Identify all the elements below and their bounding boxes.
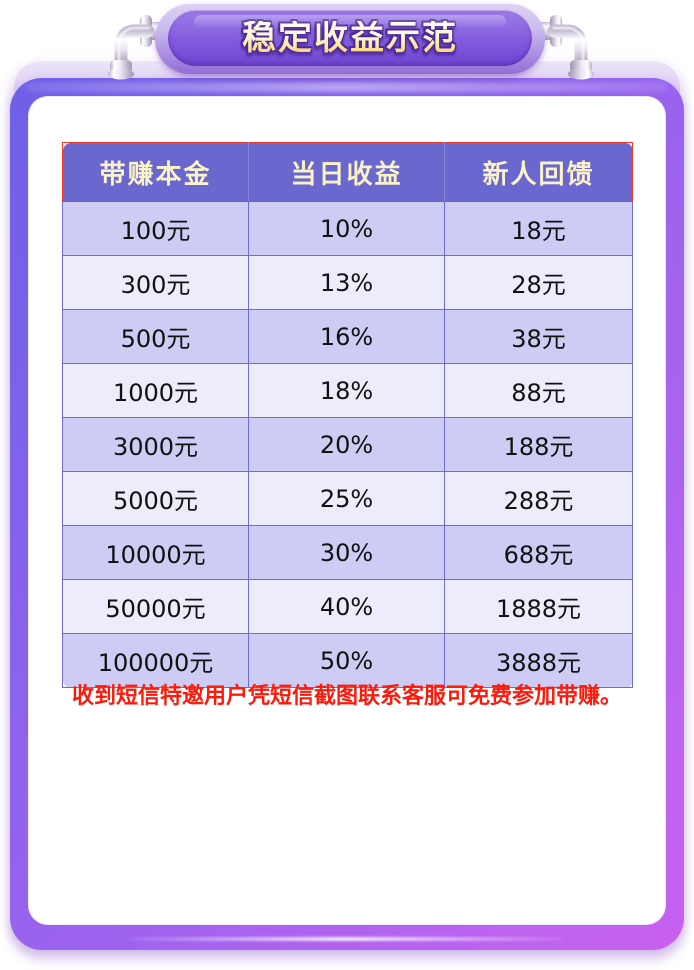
cell-principal: 1000元 [62,363,249,418]
cell-newcomer-bonus: 3888元 [444,633,633,688]
table-row: 10000元 30% 688元 [62,525,633,580]
earnings-table: 带赚本金 当日收益 新人回馈 100元 10% 18元 300元 13% 28元… [62,142,633,688]
table-row: 1000元 18% 88元 [62,363,633,418]
table-row: 100000元 50% 3888元 [62,633,633,688]
table-body: 100元 10% 18元 300元 13% 28元 500元 16% 38元 1… [62,201,633,688]
table-header-row: 带赚本金 当日收益 新人回馈 [62,142,633,202]
cell-daily-yield: 25% [248,471,445,526]
title-pill: 稳定收益示范 [168,10,532,66]
page-title: 稳定收益示范 [242,18,458,58]
cell-daily-yield: 18% [248,363,445,418]
cell-newcomer-bonus: 688元 [444,525,633,580]
cell-principal: 50000元 [62,579,249,634]
table-row: 5000元 25% 288元 [62,471,633,526]
cell-principal: 100000元 [62,633,249,688]
cell-newcomer-bonus: 88元 [444,363,633,418]
column-header-daily-yield: 当日收益 [248,142,445,202]
column-header-principal: 带赚本金 [62,142,249,202]
cell-newcomer-bonus: 38元 [444,309,633,364]
cell-daily-yield: 13% [248,255,445,310]
footer-note: 收到短信特邀用户凭短信截图联系客服可免费参加带赚。 [71,684,622,709]
cell-daily-yield: 40% [248,579,445,634]
cell-principal: 100元 [62,201,249,256]
table-row: 3000元 20% 188元 [62,417,633,472]
cell-newcomer-bonus: 288元 [444,471,633,526]
cell-daily-yield: 20% [248,417,445,472]
table-row: 100元 10% 18元 [62,201,633,256]
cell-principal: 300元 [62,255,249,310]
cell-newcomer-bonus: 28元 [444,255,633,310]
column-header-newcomer-bonus: 新人回馈 [444,142,633,202]
cell-newcomer-bonus: 18元 [444,201,633,256]
cell-daily-yield: 50% [248,633,445,688]
cell-principal: 5000元 [62,471,249,526]
cell-principal: 10000元 [62,525,249,580]
cell-daily-yield: 16% [248,309,445,364]
cell-daily-yield: 10% [248,201,445,256]
cell-daily-yield: 30% [248,525,445,580]
table-row: 500元 16% 38元 [62,309,633,364]
table-row: 300元 13% 28元 [62,255,633,310]
table-row: 50000元 40% 1888元 [62,579,633,634]
cell-newcomer-bonus: 188元 [444,417,633,472]
cell-principal: 3000元 [62,417,249,472]
cell-newcomer-bonus: 1888元 [444,579,633,634]
cell-principal: 500元 [62,309,249,364]
